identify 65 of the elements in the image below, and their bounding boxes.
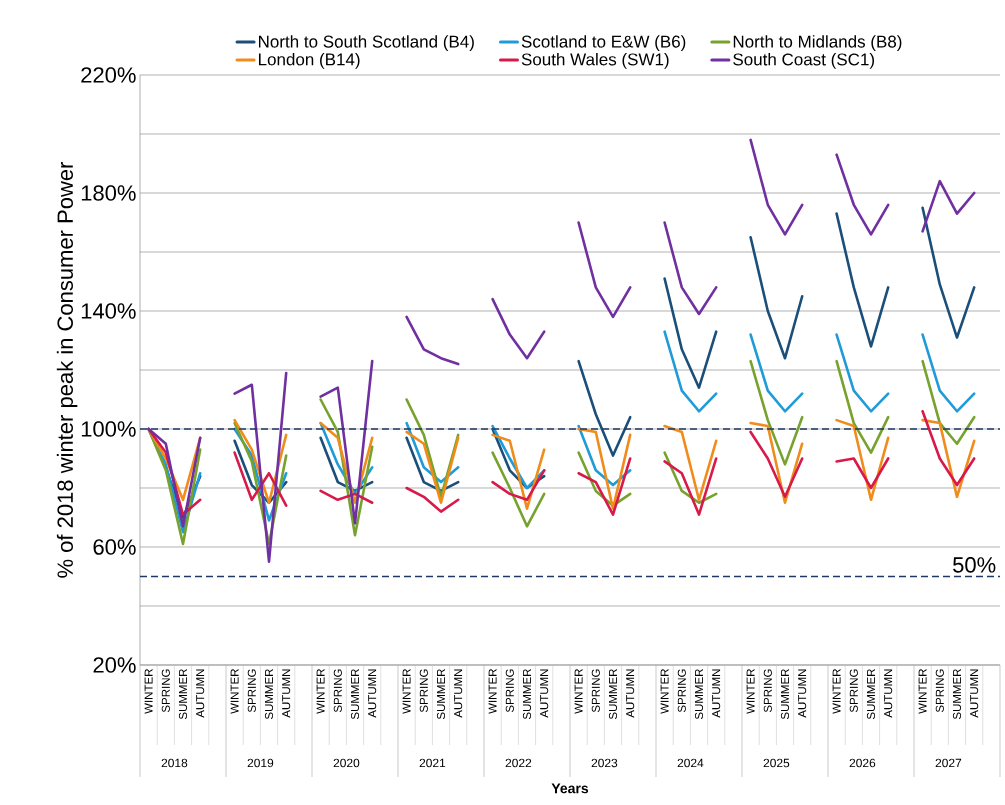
x-tick-label: SPRING [935, 669, 944, 713]
text: 2021 [419, 758, 446, 768]
x-tick-label: SUMMER [866, 669, 876, 720]
x-tick-label: SUMMER [350, 669, 360, 720]
y-tick-label: 60% [93, 539, 136, 555]
x-tick-label: SUMMER [436, 669, 446, 720]
x-tick-label: AUTUMN [798, 669, 807, 718]
x-tick-label: SPRING [505, 669, 514, 713]
text: 2027 [935, 758, 962, 768]
x-tick-label: SUMMER [694, 669, 704, 720]
x-tick-label: SUMMER [780, 669, 790, 720]
y-tick-label: 20% [93, 657, 136, 673]
y-axis-title: % of 2018 winter peak in Consumer Power [56, 161, 78, 578]
x-tick-label: SPRING [763, 669, 772, 713]
x-tick-label: SPRING [333, 669, 342, 713]
text: 2020 [333, 758, 360, 768]
text: 2023 [591, 758, 618, 768]
legend-label: London (B14) [258, 52, 360, 69]
x-tick-label: SPRING [419, 669, 428, 713]
x-tick-label: WINTER [488, 669, 497, 714]
x-tick-label: SPRING [677, 669, 686, 713]
x-tick-label: AUTUMN [712, 669, 721, 718]
text: 2025 [763, 758, 790, 768]
x-tick-label: WINTER [230, 669, 239, 714]
x-tick-label: AUTUMN [454, 669, 463, 718]
x-tick-label: AUTUMN [196, 669, 205, 718]
text: 2019 [247, 758, 274, 768]
x-tick-label: WINTER [316, 669, 325, 714]
x-tick-label: SPRING [161, 669, 170, 713]
x-tick-label: WINTER [574, 669, 583, 714]
legend-label: South Coast (SC1) [733, 52, 874, 69]
y-tick-label: 100% [81, 421, 136, 437]
x-tick-label: WINTER [746, 669, 755, 714]
x-tick-label: WINTER [918, 669, 927, 714]
ref-line-label: 50% [953, 557, 996, 573]
x-tick-label: AUTUMN [540, 669, 549, 718]
x-tick-label: SUMMER [264, 669, 274, 720]
x-tick-label: SUMMER [608, 669, 618, 720]
x-tick-label: SUMMER [952, 669, 962, 720]
x-tick-label: SUMMER [522, 669, 532, 720]
x-tick-label: SPRING [591, 669, 600, 713]
legend-label: North to Midlands (B8) [733, 35, 902, 51]
x-tick-label: WINTER [402, 669, 411, 714]
x-tick-label: WINTER [660, 669, 669, 714]
legend-label: North to South Scotland (B4) [258, 35, 474, 51]
y-tick-label: 140% [81, 303, 136, 319]
x-tick-label: AUTUMN [884, 669, 893, 718]
x-tick-label: AUTUMN [970, 669, 979, 718]
text: 2024 [677, 758, 704, 768]
x-tick-label: SPRING [247, 669, 256, 713]
text: 2022 [505, 758, 532, 768]
x-tick-label: WINTER [144, 669, 153, 714]
y-tick-label: 220% [81, 67, 136, 83]
x-tick-label: AUTUMN [368, 669, 377, 718]
text: 2018 [161, 758, 188, 768]
legend-label: Scotland to E&W (B6) [521, 35, 686, 51]
x-tick-label: WINTER [832, 669, 841, 714]
y-tick-label: 180% [81, 185, 136, 201]
x-tick-label: AUTUMN [282, 669, 291, 718]
x-tick-label: AUTUMN [626, 669, 635, 718]
x-tick-label: SUMMER [178, 669, 188, 720]
x-tick-label: SPRING [849, 669, 858, 713]
legend-label: South Wales (SW1) [521, 52, 669, 69]
x-axis-title: Years [551, 783, 589, 794]
text: 2026 [849, 758, 876, 768]
